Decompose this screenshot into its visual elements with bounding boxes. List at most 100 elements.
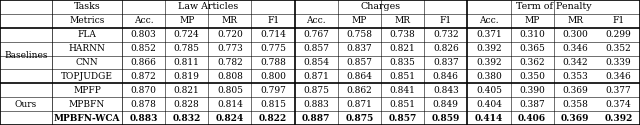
Text: 0.346: 0.346	[605, 72, 631, 81]
Text: MPBFN-WCA: MPBFN-WCA	[54, 114, 120, 122]
Text: 0.871: 0.871	[346, 100, 372, 109]
Text: 0.875: 0.875	[303, 86, 329, 95]
Text: 0.346: 0.346	[563, 44, 588, 53]
Text: 0.414: 0.414	[475, 114, 503, 122]
Text: 0.857: 0.857	[303, 44, 329, 53]
Text: Ours: Ours	[15, 100, 37, 109]
Text: 0.797: 0.797	[260, 86, 286, 95]
Text: MPFP: MPFP	[73, 86, 101, 95]
Text: 0.353: 0.353	[563, 72, 588, 81]
Text: F1: F1	[612, 16, 625, 25]
Text: 0.405: 0.405	[476, 86, 502, 95]
Text: 0.805: 0.805	[217, 86, 243, 95]
Text: FLA: FLA	[77, 30, 97, 39]
Text: MR: MR	[222, 16, 238, 25]
Text: 0.821: 0.821	[390, 44, 415, 53]
Text: 0.369: 0.369	[561, 114, 589, 122]
Text: 0.369: 0.369	[563, 86, 588, 95]
Text: MR: MR	[395, 16, 411, 25]
Text: TOPJUDGE: TOPJUDGE	[61, 72, 113, 81]
Text: 0.767: 0.767	[303, 30, 329, 39]
Text: F1: F1	[440, 16, 452, 25]
Text: 0.871: 0.871	[303, 72, 329, 81]
Text: MP: MP	[352, 16, 367, 25]
Text: 0.852: 0.852	[131, 44, 157, 53]
Text: 0.803: 0.803	[131, 30, 156, 39]
Text: 0.875: 0.875	[346, 114, 374, 122]
Text: 0.387: 0.387	[519, 100, 545, 109]
Text: 0.300: 0.300	[563, 30, 588, 39]
Text: Term of Penalty: Term of Penalty	[516, 2, 591, 12]
Text: 0.374: 0.374	[605, 100, 631, 109]
Text: 0.870: 0.870	[131, 86, 157, 95]
Text: 0.310: 0.310	[519, 30, 545, 39]
Text: 0.883: 0.883	[129, 114, 158, 122]
Text: 0.352: 0.352	[605, 44, 631, 53]
Text: Acc.: Acc.	[307, 16, 326, 25]
Text: 0.724: 0.724	[174, 30, 200, 39]
Text: 0.878: 0.878	[131, 100, 157, 109]
Text: 0.392: 0.392	[604, 114, 632, 122]
Text: Tasks: Tasks	[74, 2, 100, 12]
Text: 0.832: 0.832	[173, 114, 201, 122]
Text: 0.392: 0.392	[476, 44, 502, 53]
Text: 0.864: 0.864	[346, 72, 372, 81]
Text: 0.738: 0.738	[390, 30, 415, 39]
Text: 0.404: 0.404	[476, 100, 502, 109]
Text: MR: MR	[567, 16, 583, 25]
Text: 0.390: 0.390	[519, 86, 545, 95]
Text: 0.380: 0.380	[476, 72, 502, 81]
Text: 0.849: 0.849	[433, 100, 459, 109]
Text: 0.811: 0.811	[174, 58, 200, 67]
Text: Baselines: Baselines	[4, 51, 48, 60]
Text: 0.821: 0.821	[174, 86, 200, 95]
Text: 0.339: 0.339	[605, 58, 631, 67]
Text: 0.835: 0.835	[390, 58, 415, 67]
Text: 0.857: 0.857	[346, 58, 372, 67]
Text: 0.819: 0.819	[174, 72, 200, 81]
Text: 0.883: 0.883	[303, 100, 329, 109]
Text: 0.377: 0.377	[605, 86, 631, 95]
Text: F1: F1	[267, 16, 279, 25]
Text: 0.872: 0.872	[131, 72, 156, 81]
Text: 0.828: 0.828	[174, 100, 200, 109]
Text: 0.714: 0.714	[260, 30, 286, 39]
Text: Charges: Charges	[361, 2, 401, 12]
Text: 0.837: 0.837	[346, 44, 372, 53]
Text: 0.862: 0.862	[346, 86, 372, 95]
Text: 0.785: 0.785	[173, 44, 200, 53]
Text: 0.866: 0.866	[131, 58, 157, 67]
Text: 0.365: 0.365	[519, 44, 545, 53]
Text: 0.837: 0.837	[433, 58, 459, 67]
Text: 0.342: 0.342	[563, 58, 588, 67]
Text: 0.299: 0.299	[605, 30, 631, 39]
Text: 0.392: 0.392	[476, 58, 502, 67]
Text: 0.851: 0.851	[390, 72, 415, 81]
Text: 0.826: 0.826	[433, 44, 459, 53]
Text: Acc.: Acc.	[479, 16, 499, 25]
Text: HARNN: HARNN	[68, 44, 106, 53]
Text: 0.720: 0.720	[217, 30, 243, 39]
Text: 0.857: 0.857	[388, 114, 417, 122]
Text: 0.782: 0.782	[217, 58, 243, 67]
Text: 0.887: 0.887	[302, 114, 330, 122]
Text: Acc.: Acc.	[134, 16, 154, 25]
Text: CNN: CNN	[76, 58, 99, 67]
Text: 0.808: 0.808	[217, 72, 243, 81]
Text: Law Articles: Law Articles	[178, 2, 239, 12]
Text: 0.350: 0.350	[519, 72, 545, 81]
Text: MP: MP	[179, 16, 195, 25]
Text: MP: MP	[524, 16, 540, 25]
Text: 0.358: 0.358	[563, 100, 588, 109]
Text: 0.775: 0.775	[260, 44, 286, 53]
Text: 0.406: 0.406	[518, 114, 546, 122]
Text: 0.822: 0.822	[259, 114, 287, 122]
Text: 0.362: 0.362	[519, 58, 545, 67]
Text: 0.846: 0.846	[433, 72, 459, 81]
Text: 0.814: 0.814	[217, 100, 243, 109]
Text: 0.859: 0.859	[431, 114, 460, 122]
Text: 0.824: 0.824	[216, 114, 244, 122]
Text: 0.371: 0.371	[476, 30, 502, 39]
Text: MPBFN: MPBFN	[69, 100, 105, 109]
Text: 0.815: 0.815	[260, 100, 286, 109]
